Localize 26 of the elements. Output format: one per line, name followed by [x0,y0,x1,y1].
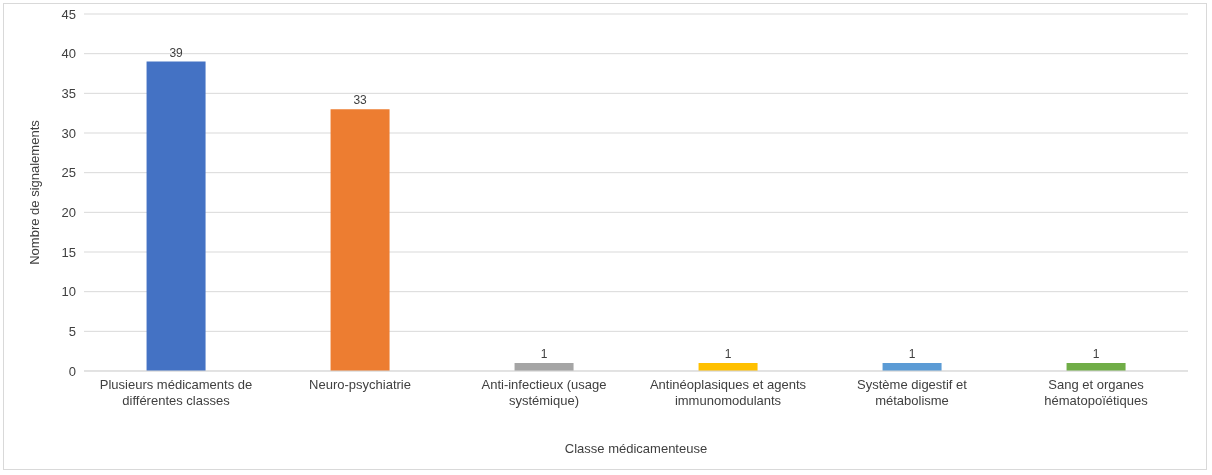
y-tick-label: 45 [61,6,76,22]
y-tick-label: 25 [61,165,76,181]
data-label: 1 [1092,347,1100,362]
x-tick-label: Sang et organes hématopoïétiques [1044,377,1149,408]
y-tick-label: 10 [61,284,76,300]
x-tick-label: Neuro-psychiatrie [309,377,411,392]
x-tick-label: Plusieurs médicaments de différentes classes [99,377,253,408]
y-tick-label: 30 [61,125,76,141]
bar [330,109,390,371]
y-tick-label: 0 [68,363,76,379]
data-label: 33 [353,93,368,108]
data-label: 39 [169,45,184,60]
bar [146,61,206,371]
x-axis-title: Classe médicamenteuse [564,441,708,456]
y-tick-label: 20 [61,204,76,220]
y-tick-label: 5 [68,323,76,339]
x-tick-label: Antinéoplasiques et agents immunomodulants [649,377,807,408]
data-label: 1 [908,347,916,362]
y-tick-label: 40 [61,46,76,62]
data-label: 1 [540,347,548,362]
y-axis-title: Nombre de signalements [26,119,42,265]
x-tick-label: Anti-infectieux (usage systémique) [481,377,607,408]
data-label: 1 [724,347,732,362]
y-tick-label: 35 [61,85,76,101]
y-tick-label: 15 [61,244,76,260]
x-tick-label: Système digestif et métabolisme [857,377,968,408]
